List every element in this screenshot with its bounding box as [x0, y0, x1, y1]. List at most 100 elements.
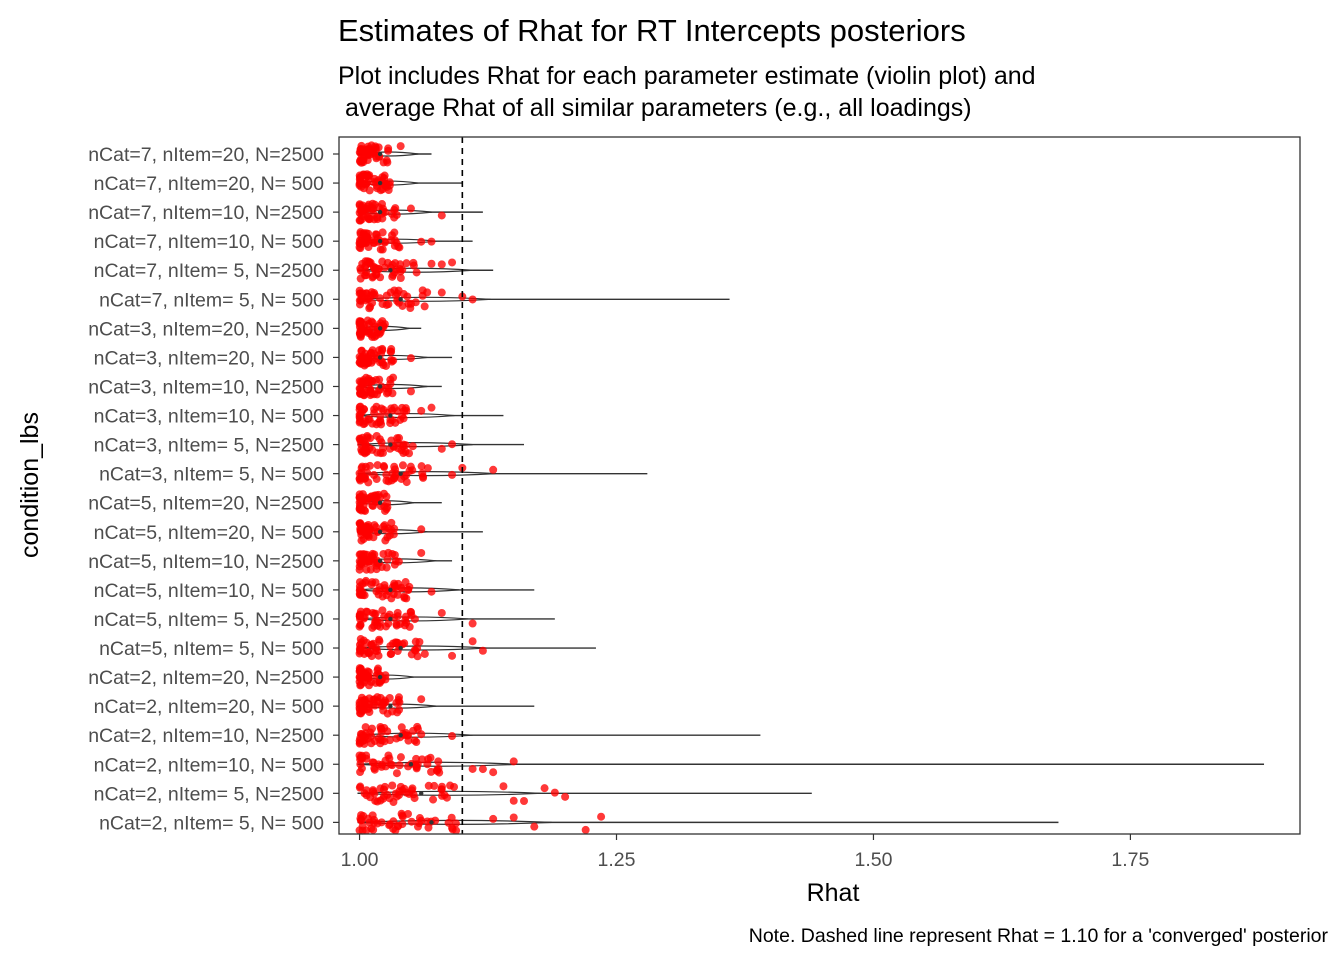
- rhat-point: [360, 237, 369, 246]
- chart-caption: Note. Dashed line represent Rhat = 1.10 …: [749, 925, 1329, 947]
- rhat-point: [356, 266, 365, 275]
- rhat-point: [390, 581, 399, 590]
- rhat-point: [367, 288, 376, 297]
- rhat-point: [373, 213, 382, 222]
- rhat-point: [448, 258, 457, 267]
- rhat-point: [380, 238, 389, 247]
- y-tick-label: nCat=2, nItem=20, N= 500: [94, 696, 325, 718]
- rhat-point: [362, 373, 371, 382]
- rhat-point: [581, 825, 590, 834]
- rhat-point: [362, 523, 371, 532]
- rhat-point: [384, 146, 393, 155]
- rhat-point: [410, 615, 419, 624]
- rhat-point: [406, 607, 415, 616]
- y-axis-title: condition_lbs: [16, 412, 44, 558]
- rhat-point: [360, 789, 369, 798]
- rhat-point: [418, 755, 427, 764]
- rhat-point: [390, 268, 399, 277]
- average-rhat-point: [429, 820, 434, 825]
- rhat-point: [410, 645, 419, 654]
- rhat-point: [389, 530, 398, 539]
- rhat-point: [382, 300, 391, 309]
- rhat-point: [358, 707, 367, 716]
- rhat-point: [360, 419, 369, 428]
- rhat-point: [377, 404, 386, 413]
- rhat-point: [368, 419, 377, 428]
- rhat-point: [394, 557, 403, 566]
- rhat-point: [396, 753, 405, 762]
- chart-subtitle-line-1: Plot includes Rhat for each parameter es…: [338, 62, 1036, 90]
- rhat-point: [378, 228, 387, 237]
- rhat-point: [356, 666, 365, 675]
- rhat-point: [399, 290, 408, 299]
- rhat-point: [410, 736, 419, 745]
- rhat-point: [401, 441, 410, 450]
- rhat-point: [392, 238, 401, 247]
- rhat-point: [389, 824, 398, 833]
- rhat-point: [370, 737, 379, 746]
- rhat-point: [355, 751, 364, 760]
- rhat-point: [417, 237, 426, 246]
- rhat-point: [411, 760, 420, 769]
- rhat-point: [390, 213, 399, 222]
- rhat-point: [447, 813, 456, 822]
- average-rhat-point: [377, 384, 383, 389]
- rhat-point: [597, 812, 606, 821]
- rhat-point: [379, 522, 388, 531]
- rhat-point: [355, 501, 364, 510]
- rhat-point: [411, 637, 420, 646]
- rhat-point: [373, 184, 382, 193]
- rhat-point: [382, 156, 391, 165]
- rhat-point: [394, 693, 403, 702]
- y-tick-label: nCat=7, nItem=10, N=2500: [88, 202, 324, 224]
- rhat-point: [360, 696, 369, 705]
- rhat-point: [420, 302, 429, 311]
- rhat-point: [361, 261, 370, 270]
- rhat-point: [368, 356, 377, 365]
- average-rhat-point: [388, 616, 393, 622]
- rhat-point: [355, 358, 364, 367]
- rhat-point: [357, 296, 366, 305]
- rhat-point: [367, 141, 376, 150]
- rhat-point: [452, 826, 461, 835]
- rhat-point: [364, 478, 373, 487]
- rhat-point: [448, 651, 457, 660]
- rhat-point: [398, 820, 407, 829]
- rhat-point: [385, 181, 394, 190]
- rhat-point: [387, 594, 396, 603]
- rhat-point: [369, 272, 378, 281]
- average-rhat-point: [398, 471, 403, 476]
- rhat-point: [382, 389, 391, 398]
- y-tick-label: nCat=5, nItem=20, N= 500: [94, 522, 325, 544]
- rhat-point: [364, 295, 373, 304]
- average-rhat-point: [377, 209, 383, 215]
- rhat-point: [399, 449, 408, 458]
- rhat-point: [369, 533, 378, 542]
- rhat-point: [400, 593, 409, 602]
- average-rhat-point: [377, 500, 383, 505]
- rhat-point: [398, 461, 407, 470]
- rhat-point: [389, 373, 398, 382]
- rhat-point: [376, 245, 385, 254]
- rhat-point: [376, 722, 385, 731]
- plot-panel-border: [338, 136, 1301, 835]
- average-rhat-point: [398, 297, 403, 302]
- rhat-point: [406, 299, 415, 308]
- rhat-point: [390, 551, 399, 560]
- rhat-point: [430, 781, 439, 790]
- rhat-point: [377, 562, 386, 571]
- rhat-point: [371, 264, 380, 273]
- rhat-point: [360, 449, 369, 458]
- rhat-point: [355, 586, 364, 595]
- average-rhat-point: [388, 413, 393, 418]
- rhat-point: [420, 649, 429, 658]
- average-rhat-point: [388, 268, 393, 273]
- x-tick-label: 1.00: [341, 849, 379, 871]
- rhat-point: [360, 555, 369, 564]
- rhat-point: [375, 375, 384, 384]
- rhat-point: [370, 390, 379, 399]
- rhat-point: [417, 525, 426, 534]
- rhat-point: [376, 796, 385, 805]
- rhat-point: [390, 403, 399, 412]
- rhat-point: [370, 609, 379, 618]
